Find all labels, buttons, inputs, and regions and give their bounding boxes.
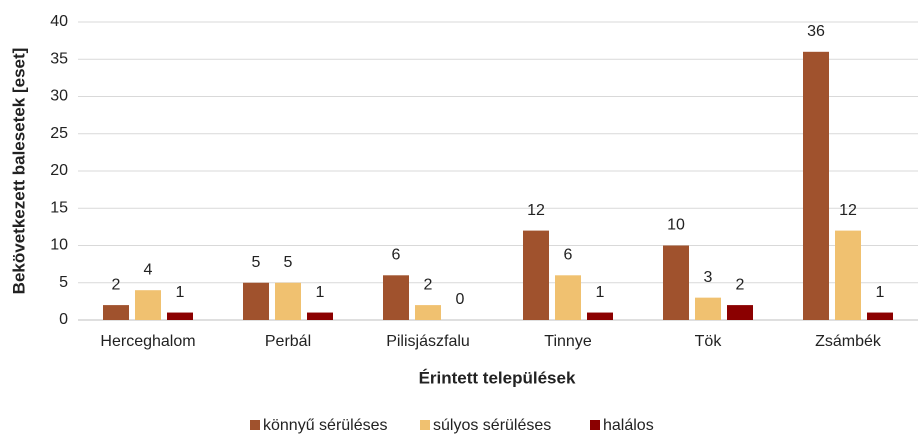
x-axis-title: Érintett települések bbox=[419, 368, 576, 387]
data-label: 6 bbox=[564, 247, 573, 264]
data-label: 2 bbox=[112, 276, 121, 293]
y-axis-title: Bekövetkezett balesetek [eset] bbox=[9, 48, 28, 295]
x-tick-label: Zsámbék bbox=[815, 333, 882, 350]
bar bbox=[727, 305, 753, 320]
y-tick-label: 20 bbox=[50, 162, 68, 179]
data-label: 2 bbox=[736, 276, 745, 293]
y-tick-label: 15 bbox=[50, 199, 68, 216]
y-tick-label: 40 bbox=[50, 13, 68, 30]
legend-swatch bbox=[590, 420, 600, 430]
bar bbox=[803, 51, 829, 321]
bar bbox=[243, 282, 269, 320]
data-label: 12 bbox=[839, 202, 857, 219]
x-tick-label: Perbál bbox=[265, 333, 311, 350]
data-label: 3 bbox=[704, 269, 713, 286]
legend-label: súlyos sérüléses bbox=[433, 417, 551, 434]
data-label: 1 bbox=[176, 284, 185, 301]
y-tick-label: 25 bbox=[50, 125, 68, 142]
y-tick-label: 0 bbox=[59, 311, 68, 328]
data-label: 36 bbox=[807, 23, 825, 40]
bar bbox=[523, 230, 549, 320]
y-tick-label: 10 bbox=[50, 237, 68, 254]
data-label: 4 bbox=[144, 261, 153, 278]
y-tick-label: 30 bbox=[50, 88, 68, 105]
legend-swatch bbox=[250, 420, 260, 430]
legend-label: halálos bbox=[603, 417, 654, 434]
x-tick-label: Pilisjászfalu bbox=[386, 333, 470, 350]
x-tick-label: Herceghalom bbox=[100, 333, 195, 350]
bar bbox=[275, 282, 301, 320]
y-tick-label: 5 bbox=[59, 274, 68, 291]
bar bbox=[167, 312, 193, 320]
data-label: 1 bbox=[876, 284, 885, 301]
x-tick-label: Tinnye bbox=[544, 333, 592, 350]
data-label: 2 bbox=[424, 276, 433, 293]
legend-swatch bbox=[420, 420, 430, 430]
data-label: 5 bbox=[284, 254, 293, 271]
bar bbox=[103, 305, 129, 320]
bar bbox=[307, 312, 333, 320]
bar bbox=[135, 290, 161, 320]
bar bbox=[383, 275, 409, 320]
bar bbox=[663, 245, 689, 320]
bar bbox=[867, 312, 893, 320]
bar bbox=[835, 230, 861, 320]
bar bbox=[555, 275, 581, 320]
data-label: 12 bbox=[527, 202, 545, 219]
y-tick-label: 35 bbox=[50, 50, 68, 67]
bar bbox=[587, 312, 613, 320]
data-label: 10 bbox=[667, 217, 685, 234]
bar bbox=[415, 305, 441, 320]
legend-label: könnyű sérüléses bbox=[263, 417, 388, 434]
bar bbox=[695, 297, 721, 320]
data-label: 5 bbox=[252, 254, 261, 271]
data-label: 1 bbox=[316, 284, 325, 301]
x-tick-label: Tök bbox=[695, 333, 723, 350]
data-label: 6 bbox=[392, 247, 401, 264]
data-label: 0 bbox=[456, 291, 465, 308]
data-label: 1 bbox=[596, 284, 605, 301]
